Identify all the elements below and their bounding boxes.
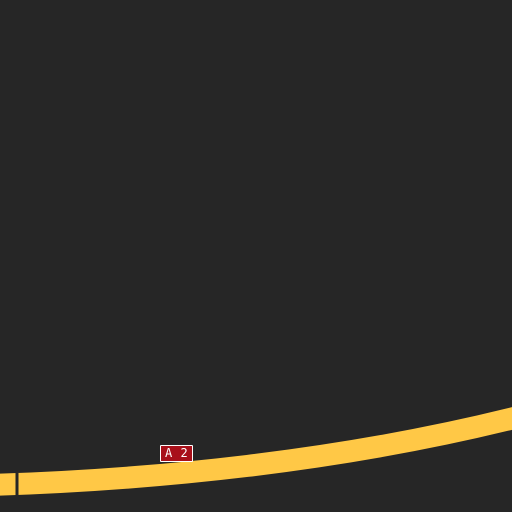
motorway-road[interactable] <box>0 407 512 496</box>
motorway-shield-label: A 2 <box>160 445 194 462</box>
